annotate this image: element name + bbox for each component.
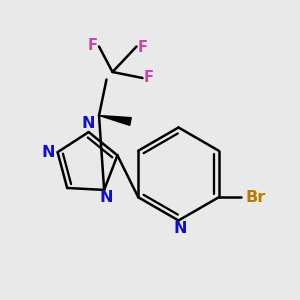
Text: Br: Br: [246, 190, 266, 205]
Text: F: F: [87, 38, 98, 52]
Polygon shape: [99, 116, 131, 125]
Text: N: N: [100, 190, 113, 205]
Text: F: F: [144, 70, 154, 86]
Text: N: N: [173, 221, 187, 236]
Text: N: N: [42, 145, 55, 160]
Text: N: N: [82, 116, 95, 131]
Text: F: F: [138, 40, 148, 56]
